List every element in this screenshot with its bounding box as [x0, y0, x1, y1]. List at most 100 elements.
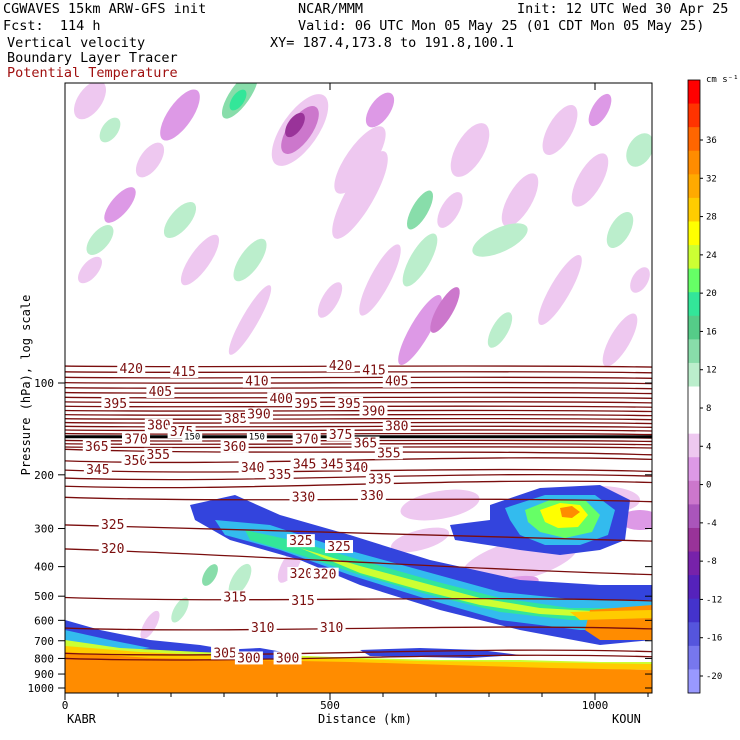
theta-label: 305 — [213, 646, 236, 661]
theta-label-bg — [83, 463, 112, 477]
velocity-cell — [472, 223, 528, 257]
velocity-cell — [359, 244, 401, 316]
y-tick-label: 500 — [34, 590, 54, 603]
velocity-cell — [602, 313, 638, 367]
x-axis-title: Distance (km) — [318, 712, 412, 726]
theta-contour — [65, 596, 652, 602]
colorbar-swatch — [688, 292, 700, 317]
theta-label-bg — [121, 453, 150, 467]
theta-contour — [65, 417, 652, 421]
theta-label: 400 — [269, 392, 292, 407]
theta-label-bg — [122, 432, 151, 446]
colorbar-swatch — [688, 150, 700, 175]
velocity-cell — [606, 211, 634, 249]
colorbar-swatch — [688, 480, 700, 505]
colorbar-label: 36 — [706, 136, 717, 146]
theta-label: 300 — [276, 651, 299, 666]
colorbar-swatch — [688, 386, 700, 411]
theta-label: 320 — [313, 568, 336, 583]
theta-contour — [65, 376, 652, 379]
theta-label: 360 — [223, 440, 246, 455]
colorbar-label: 0 — [706, 481, 711, 491]
colorbar-swatch — [688, 268, 700, 293]
theta-label-bg — [374, 446, 403, 460]
x-tick-label: 500 — [320, 699, 340, 712]
boundary-layer-band — [215, 520, 652, 630]
theta-label: 390 — [362, 404, 385, 419]
theta-label: 300 — [237, 651, 260, 666]
velocity-cell — [487, 312, 513, 348]
theta-label: 395 — [104, 397, 127, 412]
theta-label: 380 — [385, 420, 408, 435]
velocity-cell — [78, 256, 102, 284]
theta-contour — [65, 381, 652, 385]
velocity-cell — [104, 187, 136, 223]
theta-label-bg — [382, 419, 411, 433]
velocity-cell — [571, 153, 609, 207]
theta-label: 410 — [245, 375, 268, 390]
tropopause-label: 150 — [184, 433, 200, 443]
theta-label-bg — [351, 436, 380, 450]
colorbar-swatch — [688, 504, 700, 529]
theta-label-bg — [221, 590, 250, 604]
theta-label: 385 — [224, 412, 247, 427]
theta-contour — [65, 421, 652, 425]
velocity-cell — [229, 89, 247, 111]
theta-label: 350 — [124, 454, 147, 469]
theta-label-bg — [365, 472, 394, 486]
theta-label-bg — [82, 439, 111, 453]
theta-contour — [65, 524, 652, 542]
theta-label: 325 — [101, 518, 124, 533]
colorbar-swatch — [688, 551, 700, 576]
theta-label: 415 — [173, 365, 196, 380]
boundary-layer-band — [560, 506, 580, 518]
colorbar-label: -8 — [706, 557, 717, 567]
theta-label: 375 — [329, 428, 352, 443]
velocity-cell — [402, 233, 438, 287]
velocity-cell — [430, 287, 460, 333]
theta-label: 365 — [354, 437, 377, 452]
colorbar-label: 16 — [706, 327, 717, 337]
theta-label-bg — [146, 384, 175, 398]
velocity-cell — [501, 173, 539, 227]
velocity-cell — [228, 563, 252, 597]
velocity-cell — [542, 105, 578, 155]
theta-label-bg — [290, 457, 319, 471]
colorbar-label: 12 — [706, 366, 717, 376]
header-line3-right: XY= 187.4,173.8 to 191.8,100.1 — [270, 35, 514, 51]
theta-contour — [65, 626, 652, 631]
colorbar-swatch — [688, 197, 700, 222]
y-axis-title: Pressure (hPa), log scale — [19, 295, 33, 476]
x-endpoint-left: KABR — [67, 712, 97, 726]
theta-label: 335 — [368, 472, 391, 487]
velocity-cell — [332, 151, 388, 239]
theta-label: 420 — [120, 362, 143, 377]
theta-label: 370 — [124, 432, 147, 447]
colorbar-swatch — [688, 598, 700, 623]
colorbar-swatch — [688, 645, 700, 670]
theta-label-bg — [325, 540, 354, 554]
velocity-cell — [180, 234, 220, 286]
velocity-cell — [626, 133, 652, 167]
velocity-cell — [390, 527, 450, 553]
y-tick-label: 1000 — [28, 682, 55, 695]
theta-label-bg — [359, 363, 388, 377]
colorbar-swatch — [688, 103, 700, 128]
colorbar-frame — [687, 79, 701, 694]
theta-label-bg — [221, 411, 250, 425]
velocity-cell — [99, 117, 121, 143]
velocity-cell — [538, 255, 582, 325]
theta-label-bg — [289, 490, 318, 504]
theta-label-bg — [242, 374, 271, 388]
theta-label: 345 — [320, 457, 343, 472]
velocity-cell — [398, 295, 442, 365]
velocity-cell — [437, 192, 463, 228]
header-line5-left: Potential Temperature — [7, 65, 178, 81]
theta-label-bg — [211, 646, 240, 660]
theta-label-bg — [98, 541, 127, 555]
theta-label: 310 — [320, 621, 343, 636]
tropopause-label-bg — [246, 431, 267, 442]
colorbar-label: -12 — [706, 595, 722, 605]
theta-label-bg — [292, 432, 321, 446]
